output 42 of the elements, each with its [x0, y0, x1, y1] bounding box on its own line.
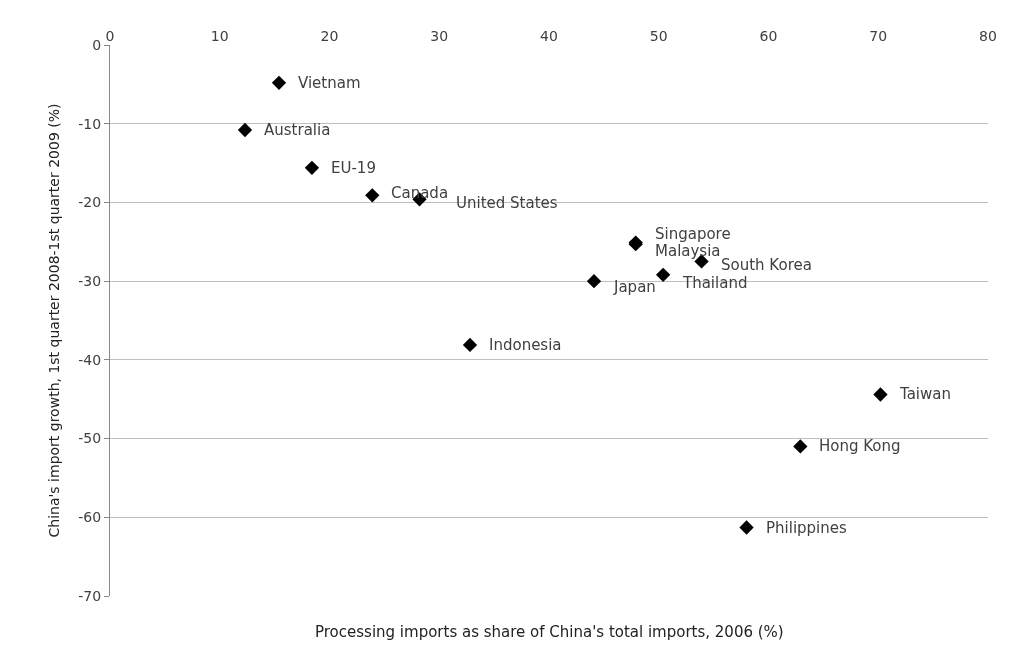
x-tick-label: 30: [430, 28, 449, 45]
x-tick-label: 0: [105, 28, 115, 45]
annotation: Australia: [264, 121, 331, 139]
y-tick-label: -60: [78, 509, 102, 526]
annotation: Vietnam: [298, 74, 361, 92]
annotation: Taiwan: [899, 385, 952, 403]
point: [739, 520, 754, 535]
point: [304, 160, 320, 175]
annotation: Malaysia: [655, 242, 721, 260]
y-tick-label: -40: [78, 351, 102, 368]
point: [462, 337, 478, 353]
point: [873, 387, 888, 402]
y-tick-label: -50: [78, 430, 102, 447]
x-tick-label: 80: [979, 28, 997, 45]
y-tick-label: -10: [78, 115, 102, 132]
point: [237, 122, 253, 138]
x-tick-label: 40: [540, 28, 558, 45]
annotation: Hong Kong: [819, 437, 901, 455]
point: [365, 188, 380, 203]
point: [793, 439, 808, 454]
x-tick-label: 10: [210, 28, 229, 45]
point: [586, 273, 602, 289]
annotation: Japan: [613, 278, 656, 296]
point: [271, 75, 287, 90]
annotation: Canada: [391, 184, 449, 202]
y-tick-label: -30: [78, 273, 102, 290]
annotation: Indonesia: [489, 336, 562, 354]
annotation: Philippines: [766, 519, 847, 537]
point: [655, 267, 671, 282]
annotation: EU-19: [331, 159, 376, 177]
annotation: Thailand: [682, 274, 748, 292]
x-axis-title: Processing imports as share of China's total imports, 2006 (%): [315, 623, 784, 641]
x-tick-label: 60: [759, 28, 778, 45]
annotation: Singapore: [655, 225, 731, 243]
x-tick-label: 20: [320, 28, 339, 45]
annotation: United States: [456, 194, 558, 212]
y-axis-title: China's import growth, 1st quarter 2008-1st quarter 2009 (%): [45, 103, 62, 538]
x-tick-label: 70: [869, 28, 888, 45]
y-tick-label: -70: [78, 587, 102, 604]
y-tick-label: -20: [78, 194, 102, 211]
annotation: South Korea: [721, 256, 812, 274]
x-tick-label: 50: [649, 28, 668, 45]
